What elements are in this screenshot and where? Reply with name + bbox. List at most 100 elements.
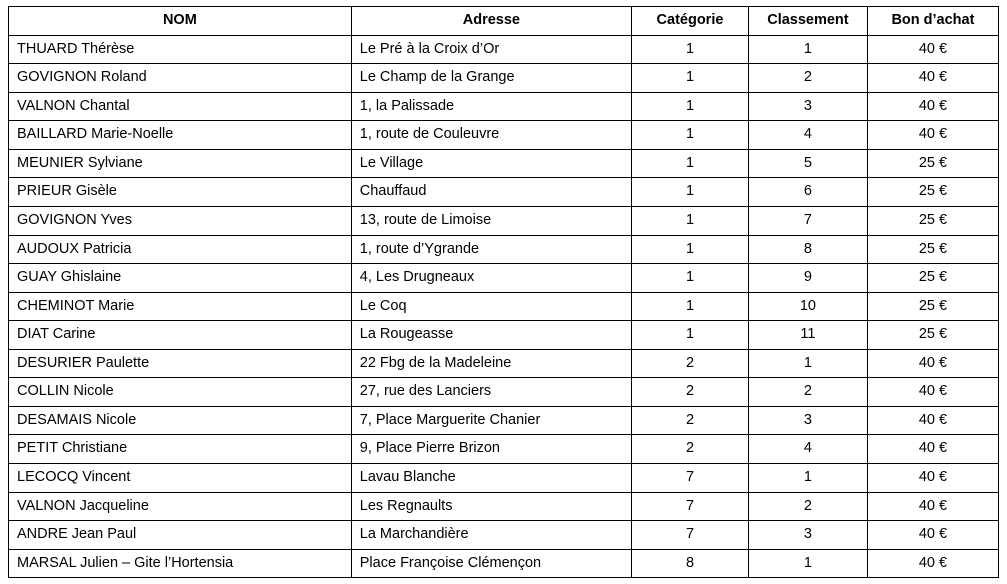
cell-categorie: 7 xyxy=(632,521,749,550)
table-row: GUAY Ghislaine4, Les Drugneaux1925 € xyxy=(9,264,999,293)
col-header-bon: Bon d’achat xyxy=(867,7,998,36)
cell-classement: 3 xyxy=(748,521,867,550)
cell-nom: DESURIER Paulette xyxy=(9,349,352,378)
cell-categorie: 1 xyxy=(632,292,749,321)
cell-nom: MARSAL Julien – Gite l’Hortensia xyxy=(9,549,352,578)
cell-adresse: 1, la Palissade xyxy=(351,92,631,121)
cell-nom: MEUNIER Sylviane xyxy=(9,149,352,178)
cell-categorie: 1 xyxy=(632,206,749,235)
col-header-nom: NOM xyxy=(9,7,352,36)
table-row: BAILLARD Marie-Noelle1, route de Couleuv… xyxy=(9,121,999,150)
cell-categorie: 1 xyxy=(632,121,749,150)
cell-nom: COLLIN Nicole xyxy=(9,378,352,407)
cell-nom: DIAT Carine xyxy=(9,321,352,350)
cell-classement: 6 xyxy=(748,178,867,207)
cell-bon: 25 € xyxy=(867,206,998,235)
cell-adresse: 27, rue des Lanciers xyxy=(351,378,631,407)
cell-classement: 3 xyxy=(748,406,867,435)
cell-nom: GOVIGNON Roland xyxy=(9,64,352,93)
cell-bon: 40 € xyxy=(867,92,998,121)
cell-categorie: 1 xyxy=(632,149,749,178)
table-row: MARSAL Julien – Gite l’HortensiaPlace Fr… xyxy=(9,549,999,578)
table-row: DIAT CarineLa Rougeasse11125 € xyxy=(9,321,999,350)
cell-classement: 2 xyxy=(748,492,867,521)
cell-classement: 1 xyxy=(748,549,867,578)
cell-bon: 40 € xyxy=(867,492,998,521)
table-row: CHEMINOT MarieLe Coq11025 € xyxy=(9,292,999,321)
results-table: NOM Adresse Catégorie Classement Bon d’a… xyxy=(8,6,999,578)
table-row: AUDOUX Patricia1, route d’Ygrande1825 € xyxy=(9,235,999,264)
table-row: ANDRE Jean PaulLa Marchandière7340 € xyxy=(9,521,999,550)
cell-adresse: Le Champ de la Grange xyxy=(351,64,631,93)
cell-adresse: Chauffaud xyxy=(351,178,631,207)
cell-bon: 25 € xyxy=(867,178,998,207)
cell-adresse: 13, route de Limoise xyxy=(351,206,631,235)
cell-classement: 10 xyxy=(748,292,867,321)
cell-classement: 4 xyxy=(748,121,867,150)
cell-bon: 40 € xyxy=(867,549,998,578)
table-row: LECOCQ VincentLavau Blanche7140 € xyxy=(9,464,999,493)
cell-adresse: Les Regnaults xyxy=(351,492,631,521)
cell-classement: 1 xyxy=(748,349,867,378)
col-header-categorie: Catégorie xyxy=(632,7,749,36)
table-row: PETIT Christiane9, Place Pierre Brizon24… xyxy=(9,435,999,464)
cell-nom: PRIEUR Gisèle xyxy=(9,178,352,207)
table-row: THUARD ThérèseLe Pré à la Croix d’Or1140… xyxy=(9,35,999,64)
cell-bon: 40 € xyxy=(867,121,998,150)
cell-categorie: 1 xyxy=(632,92,749,121)
cell-nom: BAILLARD Marie-Noelle xyxy=(9,121,352,150)
cell-bon: 40 € xyxy=(867,35,998,64)
cell-categorie: 1 xyxy=(632,178,749,207)
cell-classement: 5 xyxy=(748,149,867,178)
cell-nom: PETIT Christiane xyxy=(9,435,352,464)
cell-bon: 25 € xyxy=(867,321,998,350)
cell-adresse: 22 Fbg de la Madeleine xyxy=(351,349,631,378)
cell-bon: 40 € xyxy=(867,378,998,407)
cell-categorie: 1 xyxy=(632,235,749,264)
cell-categorie: 2 xyxy=(632,406,749,435)
cell-nom: GOVIGNON Yves xyxy=(9,206,352,235)
cell-classement: 8 xyxy=(748,235,867,264)
cell-adresse: 7, Place Marguerite Chanier xyxy=(351,406,631,435)
cell-categorie: 2 xyxy=(632,349,749,378)
table-body: THUARD ThérèseLe Pré à la Croix d’Or1140… xyxy=(9,35,999,578)
cell-categorie: 1 xyxy=(632,321,749,350)
cell-classement: 11 xyxy=(748,321,867,350)
cell-adresse: Place Françoise Clémençon xyxy=(351,549,631,578)
cell-adresse: Lavau Blanche xyxy=(351,464,631,493)
cell-classement: 9 xyxy=(748,264,867,293)
cell-classement: 2 xyxy=(748,64,867,93)
cell-bon: 40 € xyxy=(867,349,998,378)
cell-bon: 25 € xyxy=(867,235,998,264)
cell-nom: DESAMAIS Nicole xyxy=(9,406,352,435)
cell-adresse: La Marchandière xyxy=(351,521,631,550)
table-row: DESURIER Paulette22 Fbg de la Madeleine2… xyxy=(9,349,999,378)
cell-bon: 40 € xyxy=(867,406,998,435)
cell-classement: 2 xyxy=(748,378,867,407)
cell-classement: 1 xyxy=(748,35,867,64)
cell-adresse: Le Pré à la Croix d’Or xyxy=(351,35,631,64)
cell-adresse: 1, route d’Ygrande xyxy=(351,235,631,264)
cell-categorie: 2 xyxy=(632,435,749,464)
cell-nom: CHEMINOT Marie xyxy=(9,292,352,321)
col-header-classement: Classement xyxy=(748,7,867,36)
cell-categorie: 1 xyxy=(632,64,749,93)
cell-adresse: La Rougeasse xyxy=(351,321,631,350)
cell-adresse: 4, Les Drugneaux xyxy=(351,264,631,293)
cell-nom: ANDRE Jean Paul xyxy=(9,521,352,550)
cell-bon: 40 € xyxy=(867,64,998,93)
cell-categorie: 7 xyxy=(632,464,749,493)
cell-bon: 25 € xyxy=(867,292,998,321)
table-row: VALNON JacquelineLes Regnaults7240 € xyxy=(9,492,999,521)
cell-classement: 4 xyxy=(748,435,867,464)
cell-nom: LECOCQ Vincent xyxy=(9,464,352,493)
cell-bon: 40 € xyxy=(867,521,998,550)
cell-classement: 3 xyxy=(748,92,867,121)
cell-nom: GUAY Ghislaine xyxy=(9,264,352,293)
table-row: COLLIN Nicole27, rue des Lanciers2240 € xyxy=(9,378,999,407)
table-row: GOVIGNON Yves13, route de Limoise1725 € xyxy=(9,206,999,235)
cell-categorie: 1 xyxy=(632,35,749,64)
cell-classement: 7 xyxy=(748,206,867,235)
table-row: MEUNIER SylvianeLe Village1525 € xyxy=(9,149,999,178)
cell-nom: THUARD Thérèse xyxy=(9,35,352,64)
